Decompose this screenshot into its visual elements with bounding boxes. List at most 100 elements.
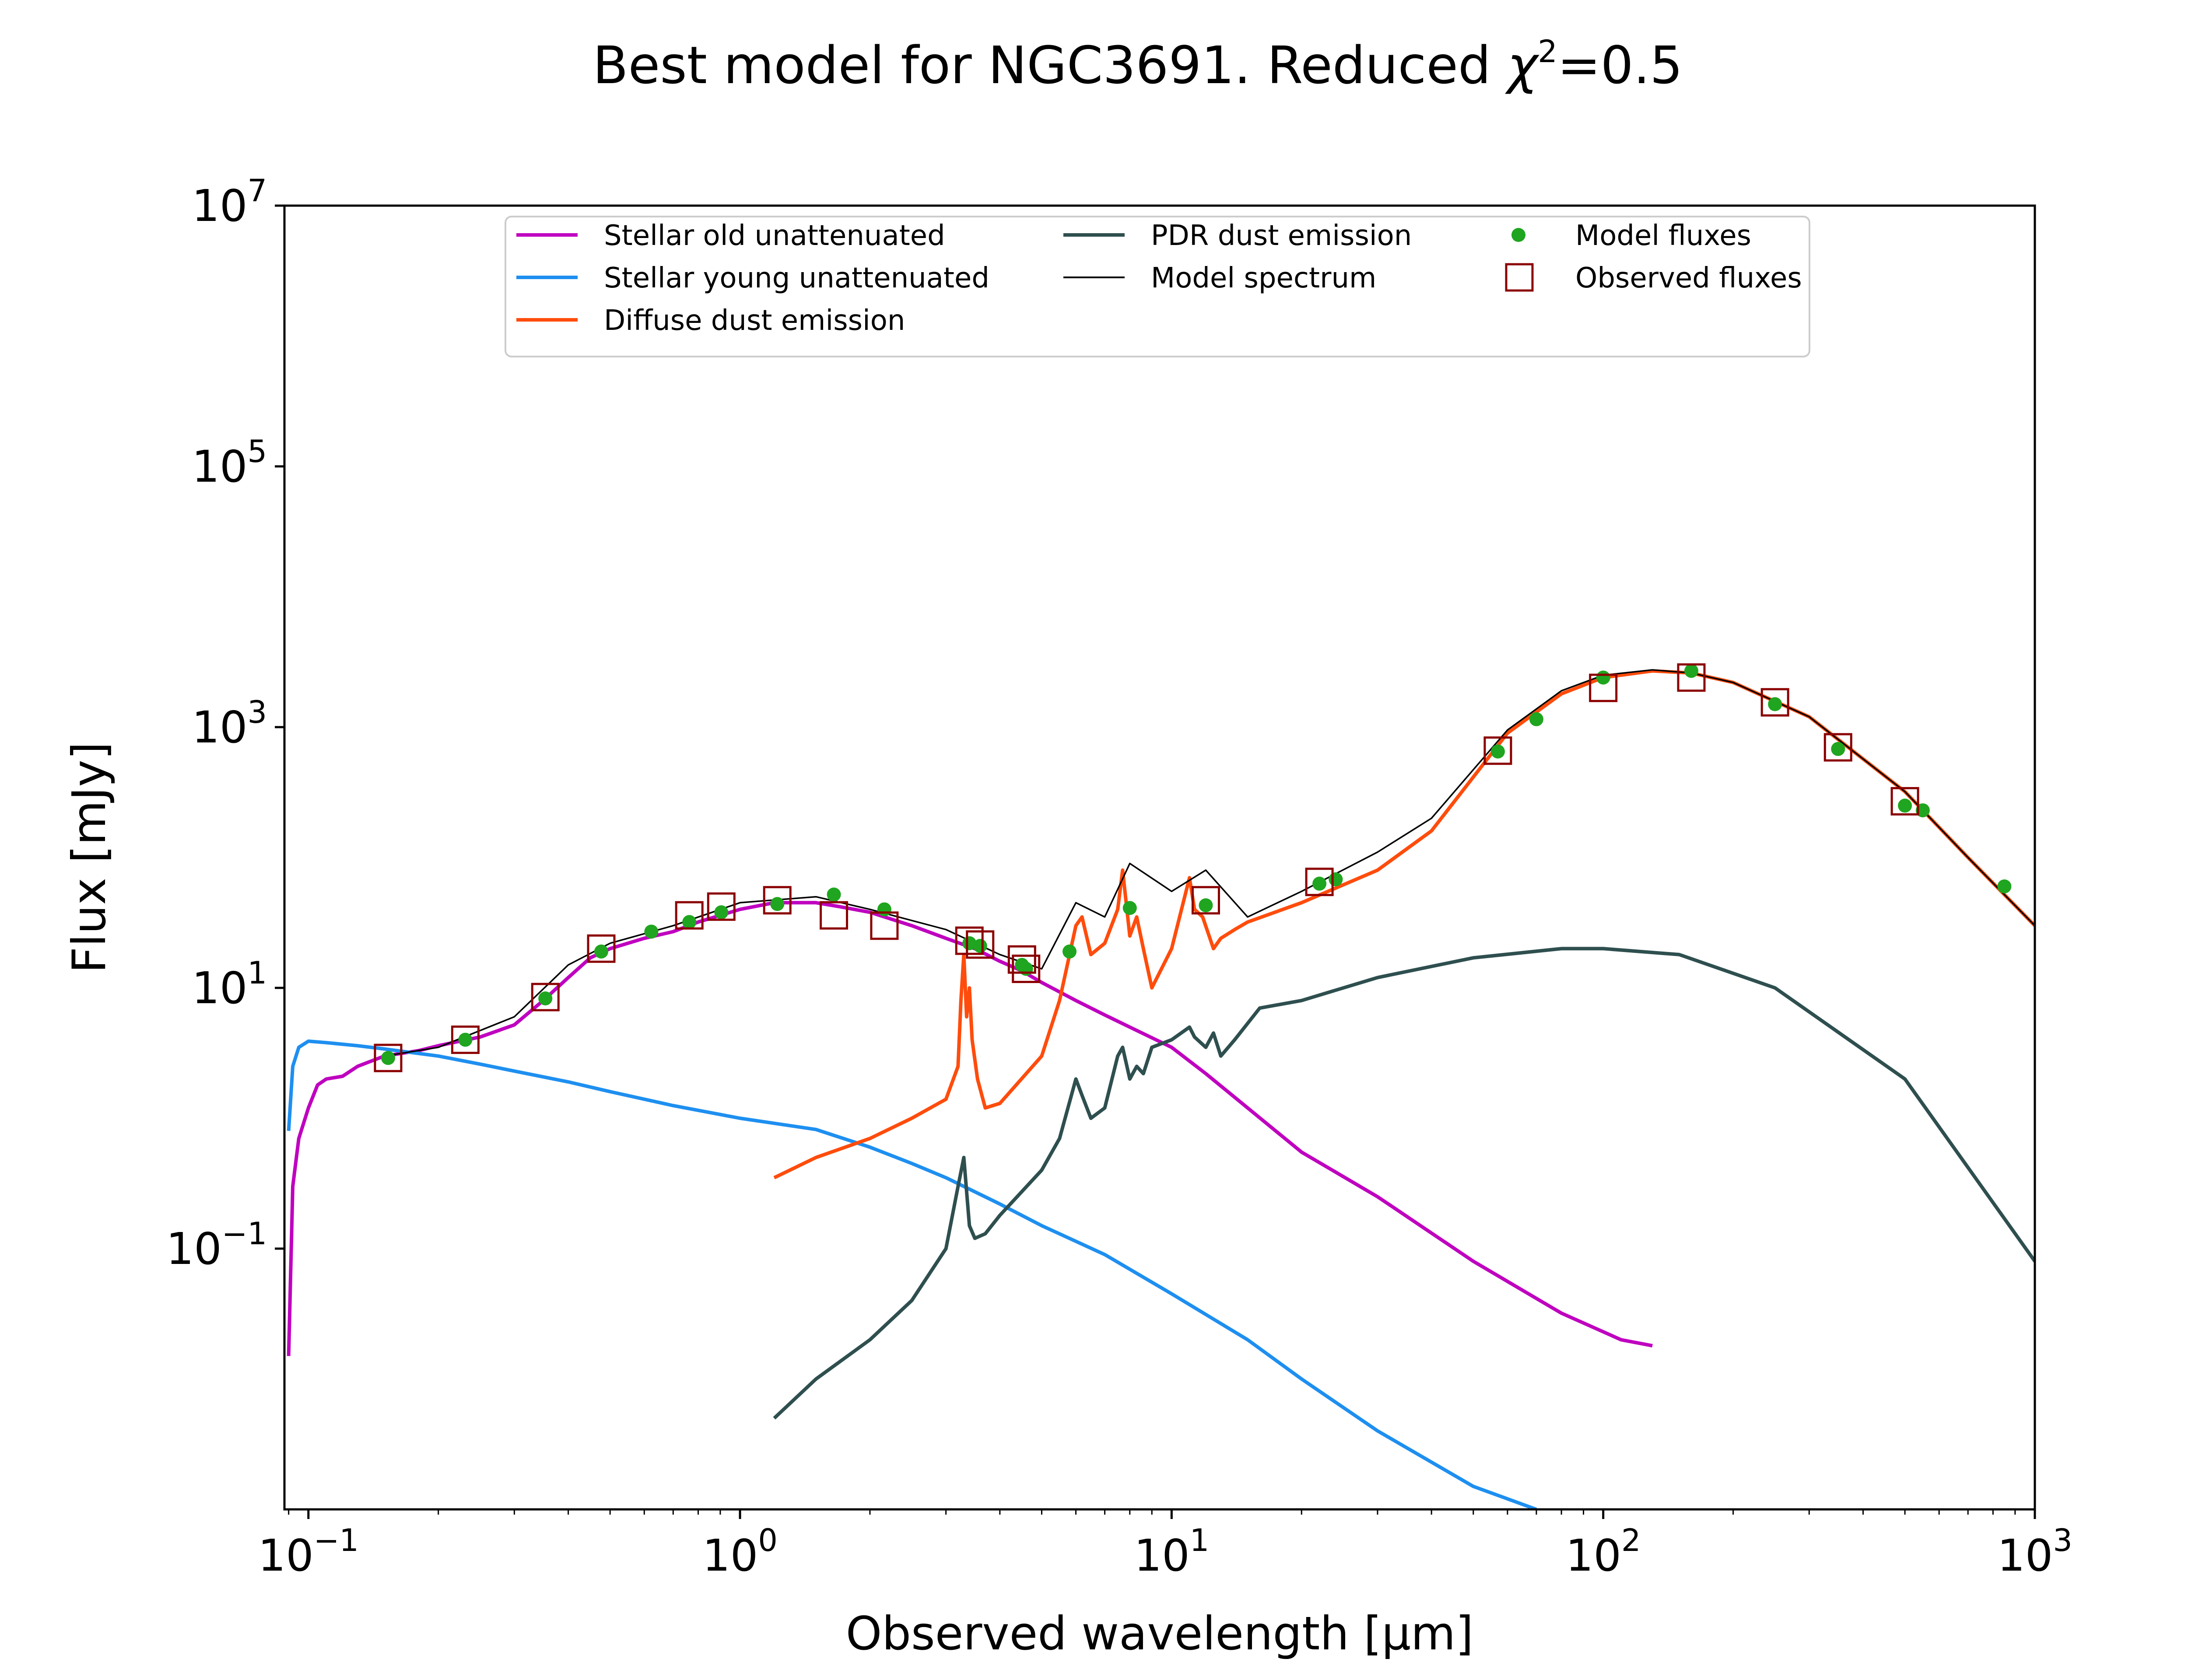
y-tick-label: 101 xyxy=(192,955,267,1014)
observed-flux-marker xyxy=(1677,663,1706,692)
plot-frame xyxy=(283,204,2036,1511)
observed-flux-marker xyxy=(820,901,849,930)
observed-flux-marker xyxy=(763,886,792,915)
x-axis: 10−1 100 101 102 103 xyxy=(258,1509,2072,1581)
model-fluxes-legend-swatch xyxy=(1511,228,1525,242)
legend-box xyxy=(505,216,1810,357)
y-tick-base: 10 xyxy=(192,702,247,753)
stellar-old-unattenuated-line xyxy=(287,901,1653,1356)
y-tick-exp: 3 xyxy=(247,694,267,730)
model-flux-marker xyxy=(827,887,841,902)
model-flux-marker xyxy=(1329,872,1343,886)
y-tick-base: 10 xyxy=(192,962,247,1014)
x-tick-base: 10 xyxy=(258,1530,314,1581)
series-layer xyxy=(287,669,2035,1509)
x-tick-label: 101 xyxy=(1134,1522,1209,1581)
x-tick-exp: −1 xyxy=(314,1522,359,1558)
model-flux-marker xyxy=(1684,664,1699,678)
legend-label: Diffuse dust emission xyxy=(604,304,905,337)
legend-label: PDR dust emission xyxy=(1151,220,1412,252)
model-flux-marker xyxy=(877,902,891,917)
observed-flux-marker xyxy=(587,934,616,963)
diffuse-dust-emission-line xyxy=(773,669,2035,1180)
x-tick-base: 10 xyxy=(1566,1530,1621,1581)
y-axis-label: Flux [mJy] xyxy=(63,742,116,973)
y-tick-label: 103 xyxy=(192,694,267,753)
y-tick-exp: 7 xyxy=(247,173,267,209)
observed-flux-marker xyxy=(531,983,560,1012)
observed-flux-marker xyxy=(966,930,995,959)
model-flux-marker xyxy=(973,938,987,953)
marker-layer xyxy=(374,663,2012,1072)
model-flux-marker xyxy=(1997,879,2012,894)
x-tick-label: 103 xyxy=(1997,1522,2072,1581)
model-flux-marker xyxy=(682,915,697,929)
x-tick-exp: 1 xyxy=(1190,1522,1210,1558)
observed-fluxes-legend-swatch xyxy=(1505,263,1534,292)
model-flux-marker xyxy=(1199,898,1213,913)
legend-label: Model fluxes xyxy=(1575,220,1751,252)
model-flux-marker xyxy=(1490,744,1505,759)
x-tick-base: 10 xyxy=(1997,1530,2053,1581)
y-tick-label: 105 xyxy=(192,434,267,492)
chart-title-text: Best model for NGC3691. Reduced xyxy=(593,35,1508,95)
model-flux-marker xyxy=(1596,670,1610,685)
y-tick-exp: 5 xyxy=(247,434,267,469)
observed-flux-marker xyxy=(955,926,984,955)
observed-flux-marker xyxy=(1191,886,1220,915)
model-flux-marker xyxy=(1831,742,1845,756)
model-flux-marker xyxy=(714,905,729,920)
pdr-dust-emission-line xyxy=(773,947,2035,1420)
y-tick-base: 10 xyxy=(166,1223,222,1274)
observed-flux-marker xyxy=(1483,736,1512,765)
observed-flux-marker xyxy=(1305,868,1334,896)
observed-flux-marker xyxy=(1890,787,1919,816)
x-tick-base: 10 xyxy=(702,1530,758,1581)
x-axis-label: Observed wavelength [μm] xyxy=(846,1607,1474,1660)
observed-flux-marker xyxy=(451,1026,480,1054)
legend-label: Model spectrum xyxy=(1151,262,1376,294)
model-flux-marker xyxy=(594,944,608,959)
y-tick-base: 10 xyxy=(192,441,247,492)
y-tick-exp: −1 xyxy=(222,1216,267,1252)
y-tick-base: 10 xyxy=(192,180,247,231)
x-tick-label: 102 xyxy=(1566,1522,1641,1581)
model-flux-marker xyxy=(1312,876,1327,891)
model-flux-marker xyxy=(644,924,659,939)
legend-label: Observed fluxes xyxy=(1575,262,1802,294)
model-flux-marker xyxy=(1529,712,1543,726)
observed-flux-marker xyxy=(1012,954,1041,983)
y-tick-label: 107 xyxy=(192,173,267,231)
stellar-young-unattenuated-line xyxy=(287,1039,1537,1509)
observed-flux-marker xyxy=(1760,688,1789,717)
model-flux-marker xyxy=(1898,798,1912,813)
y-tick-label: 10−1 xyxy=(166,1216,267,1274)
chart-title-chi-sup: 2 xyxy=(1538,34,1557,70)
chart-title: Best model for NGC3691. Reduced χ2=0.5 xyxy=(593,34,1683,95)
y-tick-exp: 1 xyxy=(247,955,267,991)
observed-flux-marker xyxy=(1823,733,1852,762)
legend-label: Stellar young unattenuated xyxy=(604,262,989,294)
x-tick-base: 10 xyxy=(1134,1530,1189,1581)
model-flux-marker xyxy=(381,1051,395,1065)
x-tick-label: 100 xyxy=(702,1522,778,1581)
model-flux-marker xyxy=(458,1032,473,1047)
model-flux-marker xyxy=(1915,803,1930,818)
chart-title-chi: χ xyxy=(1504,35,1539,95)
model-flux-marker xyxy=(538,991,553,1006)
observed-flux-marker xyxy=(675,901,704,930)
x-tick-exp: 3 xyxy=(2053,1522,2072,1558)
model-flux-marker xyxy=(1768,697,1782,711)
model-flux-marker xyxy=(1122,901,1137,915)
observed-flux-marker xyxy=(707,892,736,921)
observed-flux-marker xyxy=(870,911,899,940)
observed-flux-marker xyxy=(1589,673,1618,702)
observed-flux-marker xyxy=(1007,945,1036,974)
model-flux-marker xyxy=(770,897,785,911)
plot-area xyxy=(287,663,2035,1509)
legend: Stellar old unattenuated Stellar young un… xyxy=(505,216,1810,357)
x-tick-label: 10−1 xyxy=(258,1522,359,1581)
chart-title-value: =0.5 xyxy=(1557,35,1683,95)
